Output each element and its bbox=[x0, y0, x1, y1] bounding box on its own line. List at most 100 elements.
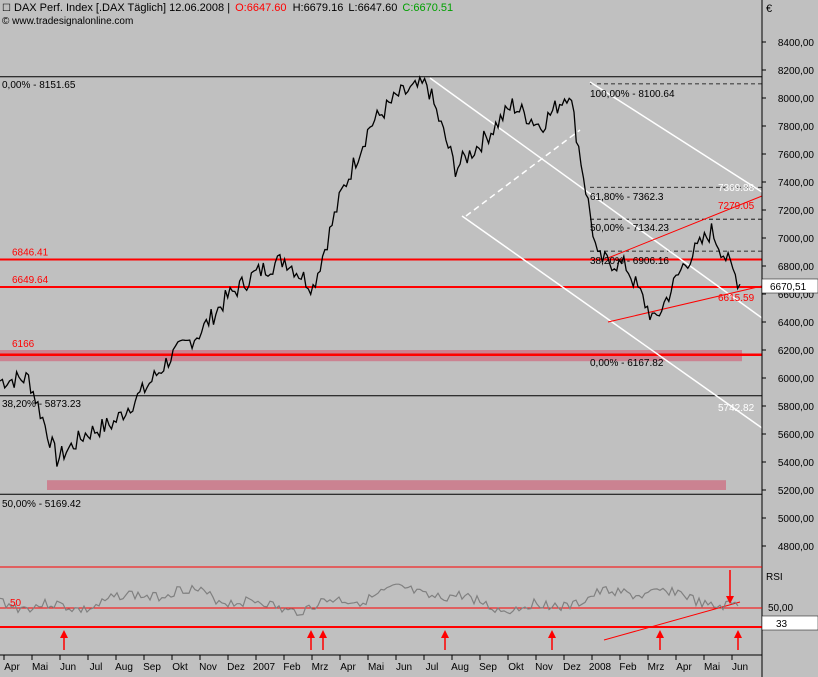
y-tick-label: 5600,00 bbox=[778, 430, 815, 441]
rsi-panel: RSI 50,00 50 33 bbox=[0, 566, 818, 650]
x-tick-label: Mai bbox=[368, 662, 384, 673]
fib-label: 38,20% - 6906.16 bbox=[590, 256, 669, 267]
x-tick-label: Sep bbox=[479, 662, 497, 673]
x-tick-label: Apr bbox=[340, 662, 356, 673]
rsi-label: RSI bbox=[766, 572, 783, 583]
last-price-label: 6670,51 bbox=[770, 282, 807, 293]
rsi-arrow-head bbox=[726, 596, 734, 604]
x-tick-label: Dez bbox=[563, 662, 581, 673]
header-title: DAX Perf. Index [.DAX Täglich] 12.06.200… bbox=[14, 2, 230, 14]
menu-icon[interactable]: ☐ bbox=[2, 3, 11, 14]
y-tick-label: 5200,00 bbox=[778, 486, 815, 497]
fib-label: 0,00% - 8151.65 bbox=[2, 80, 76, 91]
x-tick-label: Apr bbox=[4, 662, 20, 673]
x-tick-label: Mai bbox=[704, 662, 720, 673]
rsi-arrow-head bbox=[60, 630, 68, 638]
annotation-lines bbox=[0, 77, 763, 429]
x-tick-label: Apr bbox=[676, 662, 692, 673]
header-high: H:6679.16 bbox=[293, 2, 344, 14]
x-tick-label: Nov bbox=[535, 662, 553, 673]
header-low: L:6647.60 bbox=[348, 2, 397, 14]
x-tick-label: Feb bbox=[619, 662, 637, 673]
channel-label: 6615.59 bbox=[718, 293, 755, 304]
rsi-arrow-head bbox=[656, 630, 664, 638]
y-tick-label: 7800,00 bbox=[778, 122, 815, 133]
y-tick-label: 7600,00 bbox=[778, 150, 815, 161]
x-tick-label: Aug bbox=[451, 662, 469, 673]
level-label-6166: 6166 bbox=[12, 339, 35, 350]
svg-text:DAX Perf. Index [.DAX Täglich: DAX Perf. Index [.DAX Täglich] 12.06.200… bbox=[14, 2, 453, 14]
x-tick-label: Mrz bbox=[648, 662, 665, 673]
x-tick-label: Okt bbox=[172, 662, 188, 673]
rising-trend-line bbox=[607, 285, 763, 323]
header-close: C:6670.51 bbox=[402, 2, 453, 14]
x-tick-label: 2008 bbox=[589, 662, 612, 673]
y-tick-label: 7200,00 bbox=[778, 206, 815, 217]
time-axis: Apr Mai Jun Jul Aug Sep Okt Nov Dez 2007 Feb Mrz Apr… bbox=[0, 654, 762, 673]
last-price-badge bbox=[761, 278, 818, 294]
x-tick-label: Okt bbox=[508, 662, 524, 673]
support-zone-low bbox=[47, 480, 726, 490]
y-tick-label: 8400,00 bbox=[778, 38, 815, 49]
y-tick-label: 7000,00 bbox=[778, 234, 815, 245]
price-series bbox=[0, 75, 741, 467]
channel-line bbox=[589, 81, 763, 193]
x-tick-label: 2007 bbox=[253, 662, 276, 673]
rsi-inner-label: 50 bbox=[10, 598, 22, 609]
x-tick-label: Feb bbox=[283, 662, 301, 673]
rsi-level-label: 50,00 bbox=[768, 603, 793, 614]
x-tick-label: Dez bbox=[227, 662, 245, 673]
level-label-6846: 6846.41 bbox=[12, 248, 49, 259]
y-tick-label: 6800,00 bbox=[778, 262, 815, 273]
y-tick-label: 5800,00 bbox=[778, 402, 815, 413]
x-tick-label: Jun bbox=[732, 662, 748, 673]
rsi-arrow-head bbox=[734, 630, 742, 638]
rsi-value-badge bbox=[761, 615, 818, 631]
x-tick-label: Aug bbox=[115, 662, 133, 673]
rsi-arrow-head bbox=[319, 630, 327, 638]
x-tick-label: Mrz bbox=[312, 662, 329, 673]
y-tick-label: 6600,00 bbox=[778, 290, 815, 301]
price-axis: 8400,00 8200,00 8000,00 7800,00 7600,00 7400,… bbox=[761, 0, 815, 677]
y-tick-label: 4800,00 bbox=[778, 542, 815, 553]
source-label: © www.tradesignalonline.com bbox=[2, 16, 133, 27]
right-axis-panel bbox=[762, 0, 818, 677]
rsi-arrow-head bbox=[441, 630, 449, 638]
annotation-labels: 6846.41 6649.64 6166 0,00% - 8151.65 38,20% … bbox=[2, 80, 755, 510]
x-tick-label: Nov bbox=[199, 662, 217, 673]
channel-label: 7279.05 bbox=[718, 201, 755, 212]
header-open: O:6647.60 bbox=[235, 2, 286, 14]
fib-label: 38,20% - 5873.23 bbox=[2, 399, 81, 410]
channel-line bbox=[465, 129, 581, 217]
x-tick-label: Jun bbox=[396, 662, 412, 673]
x-tick-label: Jul bbox=[426, 662, 439, 673]
fib-label: 0,00% - 6167.82 bbox=[590, 358, 664, 369]
x-tick-label: Sep bbox=[143, 662, 161, 673]
grid-lines bbox=[0, 76, 762, 495]
channel-label: 7369.88 bbox=[718, 183, 755, 194]
y-tick-label: 7400,00 bbox=[778, 178, 815, 189]
channel-line bbox=[461, 215, 763, 429]
rsi-arrow-head bbox=[307, 630, 315, 638]
y-tick-label: 5000,00 bbox=[778, 514, 815, 525]
fib-label: 100,00% - 8100.64 bbox=[590, 89, 675, 100]
x-tick-label: Jun bbox=[60, 662, 76, 673]
y-tick-label: 5400,00 bbox=[778, 458, 815, 469]
channel-line bbox=[429, 77, 763, 319]
y-tick-label: 6400,00 bbox=[778, 318, 815, 329]
rsi-value-label: 33 bbox=[776, 619, 788, 630]
level-label-6649: 6649.64 bbox=[12, 275, 49, 286]
x-tick-label: Jul bbox=[90, 662, 103, 673]
rising-trend-line bbox=[607, 195, 763, 259]
channel-label: 5742.82 bbox=[718, 403, 755, 414]
y-tick-label: 6000,00 bbox=[778, 374, 815, 385]
currency-symbol: € bbox=[766, 3, 772, 15]
price-line bbox=[0, 75, 741, 467]
rsi-arrow-head bbox=[548, 630, 556, 638]
fib-label: 50,00% - 7134.23 bbox=[590, 223, 669, 234]
x-tick-label: Mai bbox=[32, 662, 48, 673]
rsi-trend-line bbox=[603, 601, 741, 641]
y-tick-label: 6200,00 bbox=[778, 346, 815, 357]
